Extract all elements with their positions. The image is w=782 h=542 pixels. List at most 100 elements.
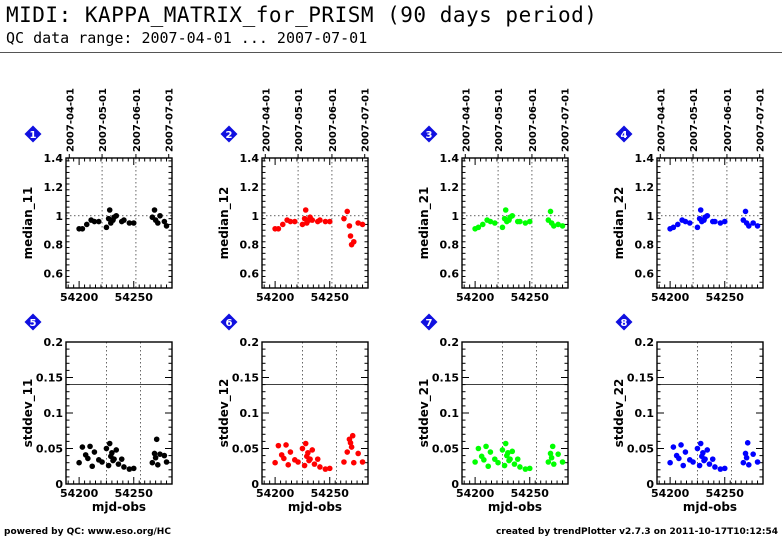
data-point: [667, 459, 673, 466]
data-point: [549, 443, 556, 450]
panel-8: 0 0.05 0.1 0.15 0.2 54200 54250 stddev_22 mjd-ob…: [612, 313, 764, 514]
date-tick-label: 2007-06-01: [528, 88, 539, 152]
y-tick-label: 0.6: [635, 268, 655, 281]
data-point: [349, 432, 356, 439]
data-point: [706, 461, 713, 467]
date-tick-label: 2007-04-01: [656, 88, 667, 152]
data-point: [87, 443, 93, 450]
data-point: [678, 442, 684, 448]
data-point: [712, 218, 718, 225]
data-point: [696, 462, 703, 469]
plot-frame: [461, 157, 569, 289]
data-point: [283, 442, 289, 448]
x-tick-label: 54250: [706, 487, 745, 500]
data-point: [106, 207, 113, 213]
panel-number: 4: [621, 130, 628, 141]
data-point: [548, 454, 555, 461]
y-tick-label: 1.4: [44, 152, 64, 165]
data-point: [680, 462, 687, 469]
data-point: [291, 218, 298, 225]
x-tick-label: 54200: [456, 291, 495, 304]
plot-frame: [65, 157, 173, 289]
data-point: [750, 451, 756, 457]
data-point: [272, 459, 278, 466]
footer-created-by: created by trendPlotter v2.7.3 on 2011-1…: [495, 527, 778, 537]
data-point: [99, 459, 105, 465]
panel-number: 7: [426, 318, 433, 329]
data-point: [311, 461, 318, 467]
y-axis-label: stddev_11: [21, 379, 36, 448]
data-point: [350, 238, 357, 245]
data-point: [509, 212, 516, 219]
page-subtitle: QC data range: 2007-04-01 ... 2007-07-01: [6, 29, 368, 47]
date-tick-label: 2007-06-01: [723, 88, 734, 152]
data-point: [697, 440, 704, 447]
data-point: [491, 456, 498, 462]
data-point: [105, 462, 112, 469]
x-tick-label: 54250: [115, 291, 154, 304]
data-point: [341, 215, 347, 222]
panel-5: 0 0.05 0.1 0.15 0.2 54200 54250 stddev_11 mjd-ob…: [21, 313, 173, 514]
data-point: [517, 464, 523, 470]
y-tick-label: 0: [251, 478, 259, 491]
data-point: [275, 225, 282, 232]
data-point: [754, 223, 761, 229]
data-point: [344, 208, 351, 215]
y-tick-label: 1.2: [44, 181, 64, 194]
data-point: [485, 463, 492, 470]
x-tick-label: 54250: [511, 291, 550, 304]
panel-number: 5: [30, 318, 37, 329]
data-point: [79, 444, 86, 450]
data-point: [547, 208, 554, 215]
x-axis-label: mjd-obs: [488, 500, 542, 514]
date-tick-label: 2007-06-01: [328, 88, 339, 152]
y-tick-label: 0.2: [44, 336, 64, 349]
data-point: [697, 207, 704, 213]
data-point: [309, 447, 316, 453]
y-tick-label: 1: [646, 210, 654, 223]
y-tick-label: 1.2: [240, 181, 260, 194]
data-point: [547, 450, 554, 457]
data-point: [555, 221, 561, 228]
data-point: [559, 459, 566, 465]
data-point: [76, 459, 82, 466]
data-point: [126, 220, 133, 226]
data-point: [475, 224, 482, 231]
data-point: [281, 455, 287, 462]
x-tick-label: 54200: [651, 291, 690, 304]
panel-number: 3: [426, 130, 433, 141]
data-point: [501, 462, 508, 469]
data-point: [299, 445, 306, 452]
data-point: [742, 450, 749, 457]
data-point: [149, 459, 156, 466]
data-point: [743, 454, 750, 461]
data-point: [721, 218, 728, 225]
data-point: [475, 445, 482, 452]
y-tick-label: 1: [251, 210, 259, 223]
y-tick-label: 0.15: [36, 372, 63, 385]
data-point: [487, 218, 494, 225]
data-point: [712, 464, 718, 470]
data-point: [130, 465, 137, 472]
data-point: [491, 220, 498, 226]
data-point: [115, 461, 122, 467]
data-point: [350, 459, 357, 466]
data-point: [676, 455, 682, 462]
data-point: [121, 217, 127, 223]
data-point: [105, 215, 112, 222]
data-point: [704, 447, 711, 453]
y-tick-label: 0.2: [240, 336, 260, 349]
data-point: [526, 465, 533, 472]
data-point: [275, 442, 282, 449]
data-point: [522, 466, 529, 472]
y-tick-label: 0.1: [635, 407, 655, 420]
data-point: [754, 459, 761, 465]
data-point: [341, 459, 347, 465]
data-point: [287, 218, 294, 225]
y-tick-label: 0.05: [232, 443, 259, 456]
data-point: [522, 220, 529, 226]
y-axis-label: median_11: [21, 187, 36, 260]
date-tick-label: 2007-07-01: [561, 88, 572, 152]
date-tick-label: 2007-07-01: [165, 88, 176, 152]
y-tick-label: 1: [451, 210, 459, 223]
